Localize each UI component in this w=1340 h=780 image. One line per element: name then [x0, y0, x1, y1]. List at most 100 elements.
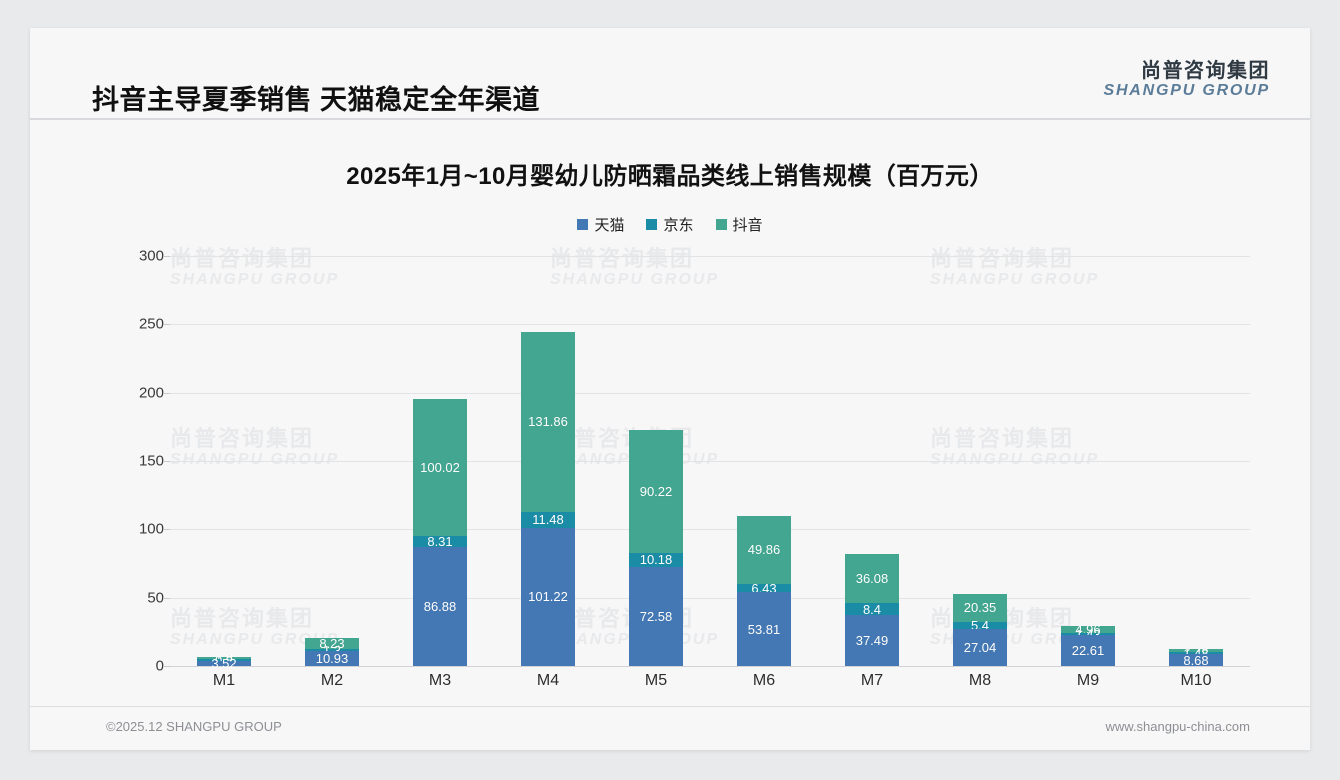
bar-group-m5[interactable]: 90.22 10.18 72.58: [602, 256, 710, 666]
bar-value-label: 86.88: [423, 599, 457, 615]
bar-group-m4[interactable]: 131.86 11.48 101.22: [494, 256, 602, 666]
y-axis-tick-label: 150: [138, 452, 164, 470]
bar-value-label: 49.86: [747, 542, 781, 558]
bar-segment[interactable]: 90.22: [629, 429, 683, 553]
bar-segment[interactable]: 49.86: [737, 515, 791, 584]
bar-segment[interactable]: 100.02: [413, 399, 467, 536]
bar-segment[interactable]: 37.49: [845, 614, 899, 666]
y-axis-tick-mark: [163, 324, 170, 326]
x-axis-label: M7: [860, 672, 884, 689]
bar-value-label: 4.96: [1075, 622, 1101, 638]
y-axis-tick-label: 50: [147, 589, 164, 607]
bar-stack: 90.22 10.18 72.58: [629, 429, 683, 666]
bar-stack: 8.23 1.3 10.93: [305, 637, 359, 666]
bar-group-m2[interactable]: 8.23 1.3 10.93: [278, 256, 386, 666]
bar-segment[interactable]: 101.22: [521, 527, 575, 666]
bar-segment[interactable]: 53.81: [737, 592, 791, 666]
bar-stack: 20.35 5.4 27.04: [953, 593, 1007, 666]
bar-segment[interactable]: 20.35: [953, 593, 1007, 622]
bar-value-label: 101.22: [528, 589, 568, 605]
bar-value-label: 20.35: [963, 600, 997, 616]
bar-group-m8[interactable]: 20.35 5.4 27.04: [926, 256, 1034, 666]
chart-legend: 天猫 京东 抖音: [30, 214, 1310, 235]
bar-stack: 1.8 0.8 3.52: [197, 651, 251, 670]
x-axis-label: M2: [320, 672, 344, 689]
footer-copyright: ©2025.12 SHANGPU GROUP: [106, 719, 282, 734]
bar-value-label: 22.61: [1071, 643, 1105, 659]
bar-segment[interactable]: 131.86: [521, 331, 575, 512]
x-axis-label: M4: [536, 672, 560, 689]
bar-group-m6[interactable]: 49.86 6.43 53.81: [710, 256, 818, 666]
bar-segment[interactable]: 11.48: [521, 511, 575, 528]
x-axis-label: M6: [752, 672, 776, 689]
bar-value-label: 10.18: [639, 552, 673, 568]
x-axis-label: M8: [968, 672, 992, 689]
bar-value-label: 11.48: [532, 512, 564, 528]
bar-segment[interactable]: 3.52: [197, 657, 251, 670]
bar-value-label: 8.31: [427, 534, 453, 550]
bar-stack: 36.08 8.4 37.49: [845, 554, 899, 666]
y-axis-tick-mark: [163, 666, 170, 667]
bar-segment[interactable]: 8.4: [845, 601, 899, 617]
legend-label-douyin: 抖音: [732, 217, 763, 234]
x-axis-label: M10: [1180, 672, 1212, 689]
bar-value-label: 37.49: [855, 632, 889, 648]
chart-x-axis: M1 M2 M3 M4 M5 M6 M7 M8 M9 M10: [170, 672, 1250, 690]
legend-swatch-icon: [715, 219, 727, 230]
bar-value-label: 100.02: [420, 460, 460, 476]
bar-segment[interactable]: 72.58: [629, 566, 683, 666]
y-axis-tick-mark: [163, 597, 170, 599]
y-axis-tick-mark: [163, 392, 170, 394]
page-title: 抖音主导夏季销售 天猫稳定全年渠道: [92, 85, 541, 115]
bar-stack: 4.96 1.43 22.61: [1061, 622, 1115, 666]
gridline: [170, 461, 1250, 462]
bar-value-label: 8.68: [1183, 652, 1209, 668]
bar-group-m9[interactable]: 4.96 1.43 22.61: [1034, 256, 1142, 666]
footer-website: www.shangpu-china.com: [1105, 719, 1250, 734]
bar-segment[interactable]: 6.43: [737, 582, 791, 595]
y-axis-tick-label: 200: [138, 384, 164, 402]
y-axis-tick-mark: [163, 461, 170, 462]
chart-plot-area: 尚普咨询集团 SHANGPU GROUP 尚普咨询集团 SHANGPU GROUP …: [30, 236, 1310, 706]
bar-value-label: 90.22: [639, 483, 673, 499]
bar-segment[interactable]: 86.88: [413, 547, 467, 666]
bar-segment[interactable]: 36.08: [845, 554, 899, 604]
y-axis-tick-mark: [163, 256, 170, 257]
y-axis-tick-label: 100: [138, 520, 164, 538]
bar-segment[interactable]: 8.68: [1169, 652, 1223, 668]
y-axis-tick-mark: [163, 529, 170, 531]
bar-group-m10[interactable]: 2.28 1.48 8.68: [1142, 256, 1250, 668]
chart-title: 2025年1月~10月婴幼儿防晒霜品类线上销售规模（百万元）: [346, 163, 994, 190]
bar-group-m1[interactable]: 1.8 0.8 3.52: [170, 256, 278, 670]
bar-segment[interactable]: 8.23: [305, 637, 359, 650]
bar-segment[interactable]: 27.04: [953, 629, 1007, 666]
bar-value-label: 5.4: [970, 617, 990, 633]
chart-bars: 1.8 0.8 3.52 8.23 1.3 10.93 100.02 8.31 86.88 131…: [170, 256, 1250, 670]
bar-value-label: 3.52: [211, 656, 237, 672]
bar-group-m3[interactable]: 100.02 8.31 86.88: [386, 256, 494, 666]
bar-stack: 131.86 11.48 101.22: [521, 331, 575, 666]
y-axis-tick-label: 300: [138, 247, 164, 265]
bar-segment[interactable]: 8.31: [413, 534, 467, 550]
bar-segment[interactable]: 22.61: [1061, 635, 1115, 666]
bar-value-label: 27.04: [963, 640, 997, 656]
bar-group-m7[interactable]: 36.08 8.4 37.49: [818, 256, 926, 666]
brand-logo-en: SHANGPU GROUP: [1103, 82, 1270, 100]
bar-segment[interactable]: 4.96: [1061, 622, 1115, 638]
legend-swatch-icon: [646, 219, 658, 230]
bar-segment[interactable]: 5.4: [953, 617, 1007, 633]
bar-segment[interactable]: 10.93: [305, 651, 359, 666]
gridline: [170, 666, 1250, 667]
bar-value-label: 72.58: [639, 608, 673, 624]
bar-segment[interactable]: 10.18: [629, 552, 683, 568]
bar-value-label: 8.4: [862, 601, 882, 617]
bar-stack: 49.86 6.43 53.81: [737, 515, 791, 666]
legend-item-douyin[interactable]: 抖音: [715, 214, 763, 235]
brand-logo: 尚普咨询集团 SHANGPU GROUP: [1103, 60, 1270, 100]
legend-item-jd[interactable]: 京东: [646, 214, 694, 235]
legend-swatch-icon: [577, 219, 589, 230]
bar-value-label: 36.08: [855, 571, 889, 587]
x-axis-label: M3: [428, 672, 452, 689]
legend-item-tmall[interactable]: 天猫: [577, 214, 624, 235]
